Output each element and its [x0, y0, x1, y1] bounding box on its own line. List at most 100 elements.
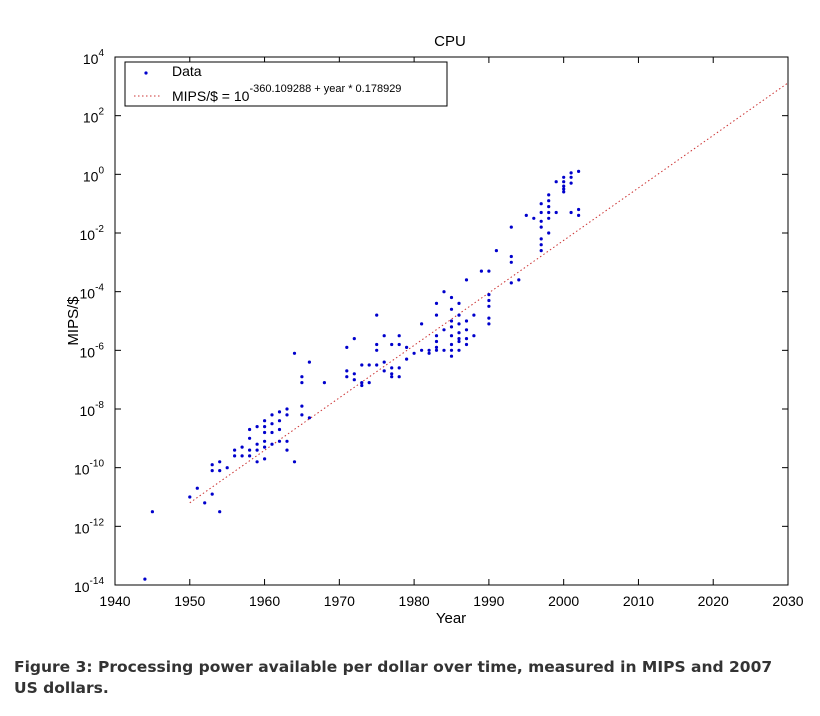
data-point: [547, 231, 551, 235]
data-point: [255, 425, 259, 429]
data-point: [143, 577, 147, 581]
data-point: [547, 193, 551, 197]
data-point: [218, 510, 222, 514]
data-point: [292, 460, 297, 464]
y-tick-exponent: -2: [95, 224, 104, 235]
y-tick-label: 102: [83, 107, 105, 126]
y-tick-exponent: -4: [95, 283, 104, 294]
y-tick-exponent: 2: [98, 107, 104, 118]
y-tick-base: 10: [80, 403, 96, 419]
data-point: [420, 348, 424, 352]
data-point: [300, 404, 304, 408]
data-point: [345, 375, 349, 379]
data-point: [449, 325, 454, 329]
data-point: [539, 219, 543, 223]
data-point: [434, 339, 439, 344]
data-point: [390, 375, 394, 379]
data-point: [569, 171, 573, 175]
y-tick-base: 10: [83, 51, 99, 67]
data-point: [487, 293, 491, 297]
data-point: [322, 381, 326, 385]
legend: Data MIPS/$ = 10-360.109288 + year * 0.1…: [124, 61, 448, 107]
data-point: [375, 342, 379, 347]
data-point: [420, 322, 424, 326]
data-point: [457, 348, 461, 352]
y-tick-base: 10: [83, 110, 99, 126]
x-tick-label: 1960: [249, 593, 280, 609]
data-point: [277, 410, 282, 414]
data-point: [562, 175, 566, 179]
data-point: [457, 339, 461, 344]
x-tick-labels: 1940 1950 1960 1970 1980 1990 2000 2010 2020 2030: [99, 593, 803, 609]
data-point: [434, 345, 439, 349]
y-tick-label: 104: [83, 48, 105, 67]
data-point: [539, 202, 543, 206]
data-point: [457, 301, 461, 305]
data-point: [210, 463, 214, 467]
data-point: [517, 278, 521, 282]
data-point: [442, 290, 446, 294]
data-point: [248, 454, 252, 458]
data-point: [352, 372, 356, 376]
y-tick-exponent: -14: [90, 576, 105, 587]
y-tick-label: 10-4: [80, 283, 105, 302]
data-point: [509, 225, 513, 229]
data-point: [449, 348, 454, 352]
data-point: [195, 486, 199, 490]
data-point: [539, 249, 543, 253]
data-point: [233, 448, 237, 452]
data-point: [382, 369, 386, 373]
data-point: [285, 448, 289, 452]
y-tick-label: 10-10: [74, 459, 104, 478]
data-point: [240, 454, 244, 458]
data-point: [307, 360, 311, 364]
chart-title: CPU: [434, 33, 466, 50]
data-point: [270, 430, 274, 435]
data-point: [442, 348, 446, 352]
y-axis-label: MIPS/$: [65, 296, 82, 346]
data-point: [412, 351, 416, 355]
data-point: [210, 469, 214, 473]
data-point: [479, 269, 483, 273]
data-point: [577, 207, 581, 212]
data-point: [218, 460, 222, 464]
y-tick-exponent: -6: [95, 341, 104, 352]
data-point: [390, 366, 394, 370]
data-point: [263, 457, 267, 461]
data-point: [427, 351, 431, 355]
data-point: [375, 348, 379, 352]
data-point: [397, 334, 401, 338]
data-point: [434, 301, 439, 305]
data-point: [464, 337, 469, 341]
y-tick-label: 10-12: [74, 517, 104, 536]
data-point: [255, 448, 259, 452]
data-point: [449, 334, 454, 338]
x-tick-label: 1970: [324, 593, 355, 609]
data-point: [457, 313, 461, 317]
y-tick-base: 10: [74, 579, 90, 595]
data-point: [270, 422, 274, 426]
data-point: [562, 184, 566, 188]
data-point: [277, 427, 282, 432]
data-point: [539, 243, 543, 247]
y-tick-label: 10-14: [74, 576, 104, 595]
data-points: [143, 169, 581, 581]
data-point: [300, 413, 304, 417]
data-point: [472, 334, 476, 338]
data-point: [277, 419, 282, 423]
legend-box: [124, 61, 448, 107]
data-point: [270, 442, 274, 446]
data-point: [434, 313, 439, 317]
chart: CPU 1940 1950 1960 1970 1980 1990 2000 2010 2020…: [65, 33, 804, 627]
y-tick-exponent: 4: [98, 48, 104, 59]
data-point: [382, 360, 386, 364]
data-point: [464, 328, 469, 332]
data-point: [150, 510, 154, 514]
data-point: [434, 334, 439, 338]
data-point: [397, 366, 401, 370]
legend-fit-exponent: -360.109288 + year * 0.178929: [249, 83, 401, 95]
legend-fit-prefix: MIPS/$ = 10: [172, 88, 250, 104]
legend-fit-label: MIPS/$ = 10-360.109288 + year * 0.178929: [172, 83, 401, 104]
data-point: [449, 295, 454, 300]
data-point: [210, 492, 214, 496]
